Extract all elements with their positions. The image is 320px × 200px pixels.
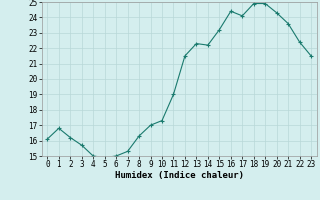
X-axis label: Humidex (Indice chaleur): Humidex (Indice chaleur) [115, 171, 244, 180]
